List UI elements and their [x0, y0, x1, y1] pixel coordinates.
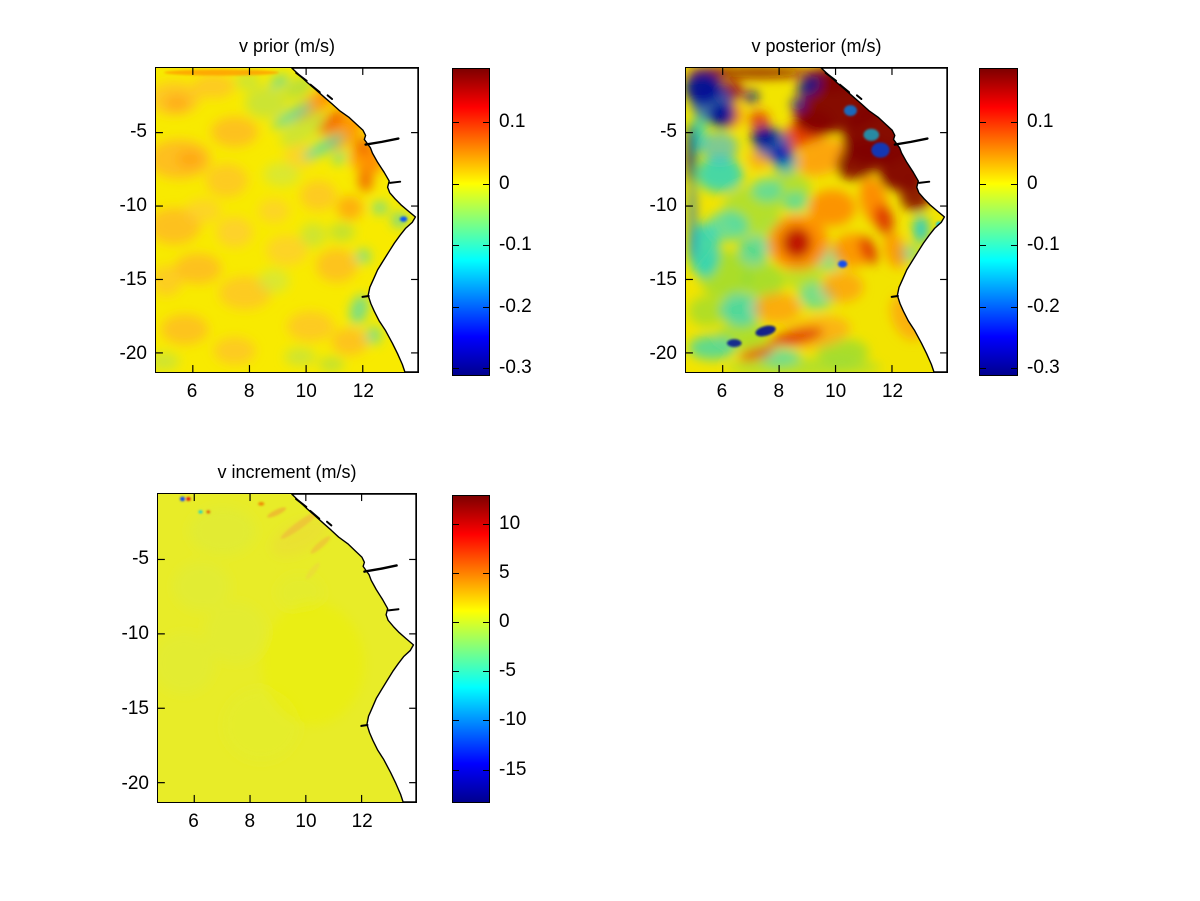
colorbar-tick: [453, 572, 459, 574]
x-tick-label: 6: [186, 381, 198, 402]
x-tick-label: 10: [825, 381, 847, 402]
colorbar-tick: [980, 368, 986, 370]
colorbar-tick: [1011, 183, 1017, 185]
colorbar-tick-label: -0.3: [1027, 357, 1060, 379]
colorbar-tick: [1011, 368, 1017, 370]
plot-title-v-increment: v increment (m/s): [217, 462, 357, 482]
colorbar-gradient: [452, 68, 490, 376]
v-posterior-heatmap: [685, 67, 948, 373]
y-tick-label: -20: [121, 772, 149, 794]
colorbar-tick-label: -0.1: [1027, 234, 1060, 256]
y-tick-label: -5: [130, 121, 147, 143]
colorbar-tick-label: 0.1: [1027, 110, 1054, 132]
y-tick-label: -5: [132, 547, 149, 569]
colorbar-tick-label: -10: [499, 709, 527, 731]
panel-v-prior: v prior (m/s) 6 8 10 12 -5 -10 -15 -20: [120, 36, 419, 402]
panel-v-posterior: v posterior (m/s) 6 8 10 12 -5 -10 -15 -20: [650, 36, 948, 402]
colorbar-tick: [453, 183, 459, 185]
colorbar-tick: [483, 523, 489, 525]
y-tick-label: -10: [121, 622, 149, 644]
y-tick-label: -15: [119, 268, 147, 290]
v-prior-heatmap: [155, 67, 419, 373]
colorbar-tick: [453, 245, 459, 247]
colorbar-tick: [453, 621, 459, 623]
x-tick-label: 12: [352, 381, 374, 402]
x-tick-label: 6: [188, 811, 199, 832]
colorbar-tick-label: -0.2: [1027, 295, 1060, 317]
colorbar-v-prior: 0.1 0 -0.1 -0.2 -0.3: [452, 68, 532, 378]
y-tick-label: -15: [121, 697, 149, 719]
colorbar-tick: [453, 769, 459, 771]
colorbar-tick: [1011, 121, 1017, 123]
colorbar-tick: [483, 121, 489, 123]
y-tick-label: -15: [649, 268, 677, 290]
v-increment-heatmap: [157, 493, 417, 803]
colorbar-tick: [980, 121, 986, 123]
colorbar-tick-label: -0.3: [499, 357, 532, 379]
colorbar-v-posterior: 0.1 0 -0.1 -0.2 -0.3: [979, 68, 1060, 378]
colorbar-tick: [453, 306, 459, 308]
colorbar-tick-label: 0.1: [499, 110, 526, 132]
colorbar-tick: [453, 121, 459, 123]
y-tick-label: -20: [119, 342, 147, 364]
colorbar-tick: [483, 245, 489, 247]
colorbar-tick: [483, 621, 489, 623]
colorbar-gradient: [452, 495, 490, 803]
colorbar-tick-label: 10: [499, 512, 521, 534]
colorbar-tick-label: 0: [499, 610, 510, 632]
colorbar-tick: [980, 183, 986, 185]
colorbar-tick: [453, 523, 459, 525]
x-tick-label: 12: [881, 381, 904, 402]
colorbar-tick-label: -0.1: [499, 234, 532, 256]
colorbar-tick: [483, 720, 489, 722]
colorbar-tick: [483, 306, 489, 308]
y-tick-label: -20: [649, 342, 677, 364]
colorbar-tick: [980, 245, 986, 247]
colorbar-tick-label: -5: [499, 660, 516, 682]
colorbar-tick-label: -0.2: [499, 295, 532, 317]
x-tick-label: 10: [295, 381, 317, 402]
plot-title-v-posterior: v posterior (m/s): [751, 36, 882, 56]
x-tick-label: 8: [243, 381, 255, 402]
colorbar-tick-label: -15: [499, 758, 527, 780]
colorbar-tick: [980, 306, 986, 308]
x-tick-label: 10: [295, 811, 317, 832]
colorbar-tick: [453, 671, 459, 673]
x-tick-label: 12: [351, 811, 373, 832]
y-tick-label: -10: [649, 194, 677, 216]
colorbar-tick: [483, 368, 489, 370]
colorbar-tick-label: 0: [1027, 172, 1038, 194]
x-tick-label: 6: [716, 381, 728, 402]
colorbar-tick: [453, 368, 459, 370]
y-tick-label: -10: [119, 194, 147, 216]
plot-title-v-prior: v prior (m/s): [239, 36, 335, 56]
y-tick-label: -5: [660, 121, 677, 143]
x-tick-label: 8: [773, 381, 785, 402]
colorbar-tick: [453, 720, 459, 722]
colorbar-tick-label: 0: [499, 172, 510, 194]
colorbar-tick: [1011, 306, 1017, 308]
colorbar-tick: [483, 572, 489, 574]
colorbar-tick: [1011, 245, 1017, 247]
colorbar-tick: [483, 183, 489, 185]
colorbar-tick-label: 5: [499, 561, 510, 583]
colorbar-tick: [483, 671, 489, 673]
colorbar-gradient: [979, 68, 1018, 376]
colorbar-v-increment: 10 5 0 -5 -10 -15: [452, 495, 526, 803]
x-tick-label: 8: [244, 811, 256, 832]
colorbar-tick: [483, 769, 489, 771]
panel-v-increment: v increment (m/s) 6 8 10 12 -5 -10 -15 -20: [122, 462, 417, 832]
